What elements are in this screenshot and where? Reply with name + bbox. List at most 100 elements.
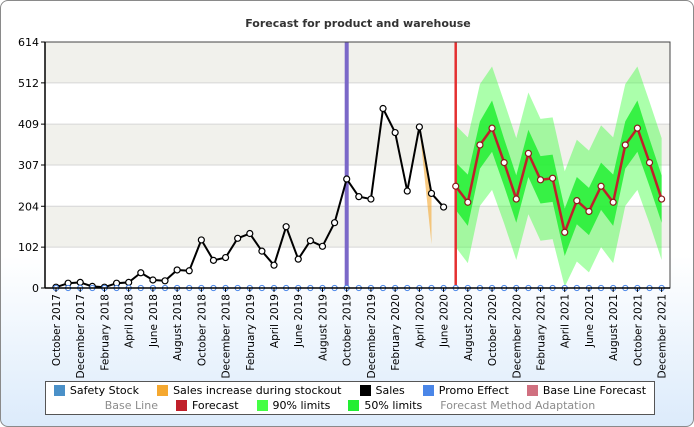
sales-point [221, 253, 230, 262]
forecast-point [561, 228, 569, 236]
legend-label: 90% limits [272, 399, 331, 412]
legend-row-1: Safety Stock Sales increase during stocko… [46, 384, 654, 397]
sales-point [270, 261, 278, 269]
legend-swatch [359, 385, 371, 396]
legend-label: Forecast Method Adaptation [440, 399, 596, 412]
sales-point [173, 266, 181, 274]
legend-swatch [348, 400, 360, 411]
y-tick-label: 102 [18, 241, 39, 254]
series-lines [52, 104, 666, 291]
x-tick-label: April 2019 [269, 294, 281, 348]
forecast-point [633, 124, 641, 132]
forecast-point [536, 176, 545, 184]
sales-point [246, 229, 254, 238]
sales-point [367, 195, 375, 203]
forecast-point [645, 158, 654, 167]
legend-item-sales[interactable]: Sales [359, 384, 405, 397]
forecast-point [464, 198, 472, 206]
forecast-point [512, 195, 520, 203]
x-tick-label: December 2017 [75, 294, 87, 379]
sales-point [306, 237, 314, 245]
legend-label: Base Line Forecast [542, 384, 647, 397]
x-tick-label: April 2020 [414, 294, 426, 348]
y-tick-label: 204 [18, 200, 39, 213]
forecast-point [549, 174, 557, 182]
x-tick-label: October 2021 [632, 294, 644, 366]
forecast-point [597, 182, 605, 190]
y-tick-label: 614 [18, 36, 39, 49]
forecast-point [488, 124, 496, 132]
band-90-limits [455, 66, 662, 287]
legend-label: Base Line [104, 399, 158, 412]
forecast-point [452, 182, 460, 190]
forecast-point [609, 198, 617, 206]
legend-item-promo-effect[interactable]: Promo Effect [422, 384, 509, 397]
legend-label: Forecast [191, 399, 239, 412]
legend-item-sales-increase-during-stockout[interactable]: Sales increase during stockout [157, 384, 342, 397]
x-tick-label: December 2019 [366, 294, 378, 379]
x-tick-label: October 2019 [342, 294, 354, 366]
legend-label: Sales [375, 384, 405, 397]
legend-item-safety-stock[interactable]: Safety Stock [53, 384, 140, 397]
sales-point [161, 277, 169, 285]
legend-swatch [256, 400, 268, 411]
legend: Safety Stock Sales increase during stocko… [45, 381, 655, 415]
sales-point [427, 189, 436, 198]
x-tick-label: August 2018 [172, 294, 184, 361]
sales-point [197, 236, 205, 244]
forecast-point [573, 197, 581, 205]
axes: 0 102 204 307 409 512 614 October 2017 December … [18, 36, 671, 379]
y-tick-label: 512 [18, 77, 39, 90]
sales-point [294, 255, 302, 263]
sales-point [379, 104, 387, 113]
x-tick-label: February 2020 [390, 294, 402, 371]
marker-lines [344, 42, 457, 288]
plot-stripe [45, 42, 670, 83]
x-tick-label: December 2018 [221, 294, 233, 379]
x-tick-label: April 2018 [124, 294, 136, 348]
legend-swatch [422, 385, 434, 396]
legend-item-forecast[interactable]: Forecast [175, 399, 239, 412]
x-tick-label: August 2021 [608, 294, 620, 361]
sales-point [149, 276, 157, 284]
plot-stripe [45, 247, 670, 288]
band-50-limits [455, 100, 662, 256]
forecast-point [585, 207, 593, 216]
sales-point [185, 267, 193, 275]
forecast-point [621, 141, 629, 149]
legend-label: Promo Effect [438, 384, 509, 397]
x-tick-label: August 2020 [463, 294, 475, 361]
y-tick-label: 0 [32, 282, 39, 295]
legend-item-base-line[interactable]: Base Line [105, 399, 158, 412]
legend-label: Safety Stock [69, 384, 140, 397]
x-tick-label: February 2019 [245, 294, 257, 371]
legend-label: 50% limits [364, 399, 423, 412]
sales-point [403, 187, 411, 195]
legend-item-90-limits[interactable]: 90% limits [256, 399, 331, 412]
sales-point [415, 123, 423, 131]
sales-point [355, 193, 363, 201]
x-tick-label: December 2020 [511, 294, 523, 379]
legend-label: Sales increase during stockout [173, 384, 342, 397]
legend-item-forecast-method-adaptation[interactable]: Forecast Method Adaptation [440, 399, 595, 412]
sales-point [125, 278, 133, 286]
legend-item-50-limits[interactable]: 50% limits [348, 399, 422, 412]
legend-swatch [526, 385, 538, 396]
forecast-point [658, 195, 666, 203]
legend-item-base-line-forecast[interactable]: Base Line Forecast [526, 384, 647, 397]
sales-point [76, 278, 84, 286]
sales-point [209, 256, 218, 264]
plot-stripe [45, 82, 670, 125]
sales-point [282, 223, 290, 231]
legend-swatch [175, 400, 187, 411]
chart-title: Forecast for product and warehouse [245, 17, 471, 30]
sales-point [258, 247, 266, 255]
x-tick-label: June 2019 [293, 294, 305, 348]
band-stockout [419, 126, 432, 244]
limit-bands [419, 66, 662, 287]
forecast-point [524, 149, 532, 157]
x-tick-label: February 2018 [99, 294, 111, 371]
sales-point [137, 269, 145, 277]
x-tick-label: June 2021 [584, 294, 596, 348]
